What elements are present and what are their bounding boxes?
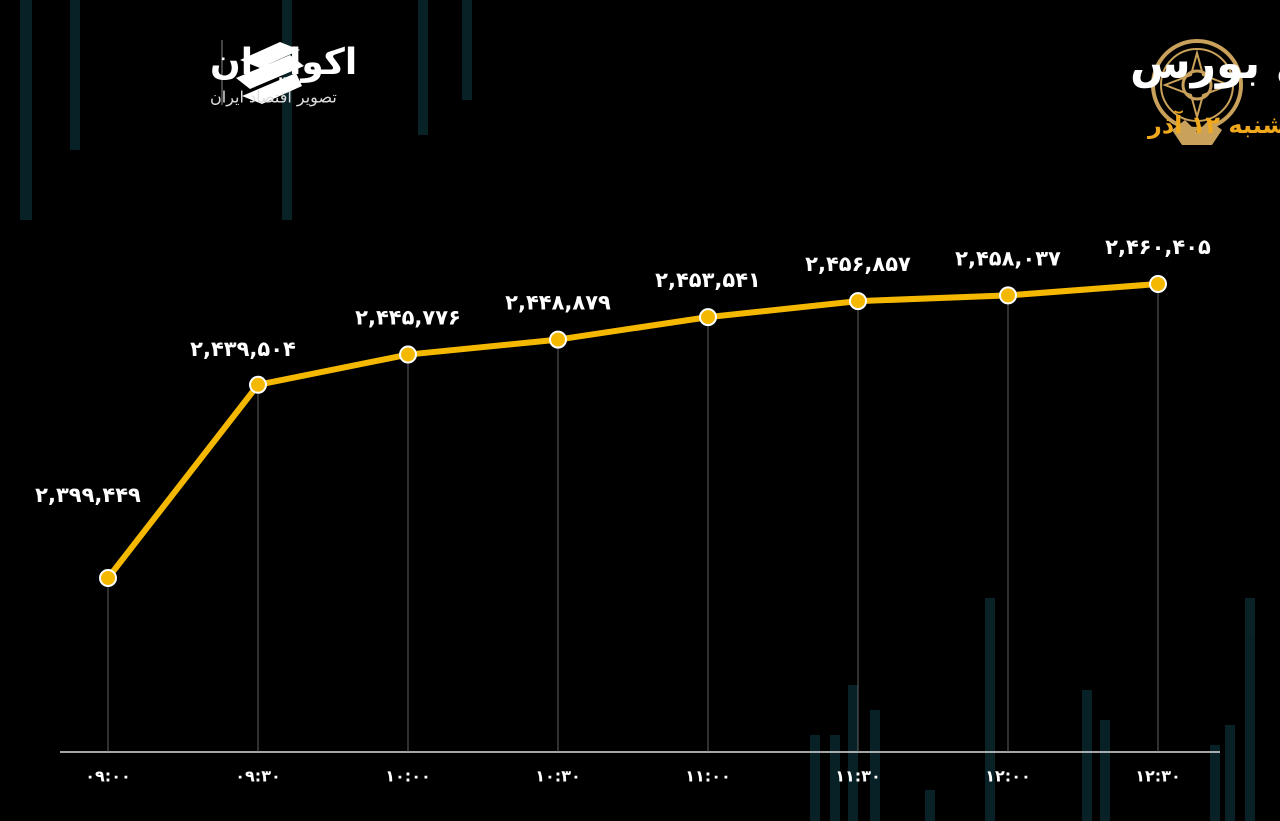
x-tick-label: ۱۰:۰۰	[385, 767, 430, 786]
chart-subtitle: دوشنبه ۱۲ آذر	[1147, 110, 1280, 139]
data-label: ۲,۴۳۹,۵۰۴	[190, 337, 296, 361]
data-label: ۲,۴۵۳,۵۴۱	[655, 268, 761, 292]
x-tick-label: ۱۱:۳۰	[835, 767, 880, 786]
brand-logo	[221, 40, 304, 105]
data-point	[1149, 275, 1167, 293]
x-tick-label: ۱۱:۰۰	[685, 767, 730, 786]
data-point	[849, 292, 867, 311]
chart-title: روند شاخص کل بورس	[1130, 38, 1280, 89]
x-tick-label: ۱۲:۰۰	[985, 767, 1030, 786]
data-point	[549, 330, 567, 349]
data-label: ۲,۳۹۹,۴۴۹	[35, 483, 141, 507]
data-label: ۲,۴۴۵,۷۷۶	[355, 306, 461, 330]
data-point	[699, 308, 717, 327]
data-point	[399, 345, 417, 364]
data-label: ۲,۴۶۰,۴۰۵	[1105, 235, 1211, 259]
data-label: ۲,۴۵۶,۸۵۷	[805, 252, 911, 276]
data-point	[999, 286, 1017, 305]
series-line	[105, 281, 1159, 580]
data-label: ۲,۴۴۸,۸۷۹	[505, 291, 611, 315]
x-tick-label: ۱۲:۳۰	[1135, 767, 1180, 786]
decorative-bars	[20, 0, 1255, 821]
x-tick-label: ۱۰:۳۰	[535, 767, 580, 786]
data-label: ۲,۴۵۸,۰۳۷	[955, 246, 1061, 270]
data-point	[249, 375, 267, 394]
x-tick-label: ۰۹:۳۰	[235, 767, 280, 786]
brand-tagline: تصویر اقتصاد ایران	[210, 88, 337, 108]
data-point	[99, 569, 117, 587]
x-tick-label: ۰۹:۰۰	[85, 767, 130, 786]
brand-name: اکوایران	[210, 42, 357, 83]
emblem	[1151, 39, 1243, 145]
